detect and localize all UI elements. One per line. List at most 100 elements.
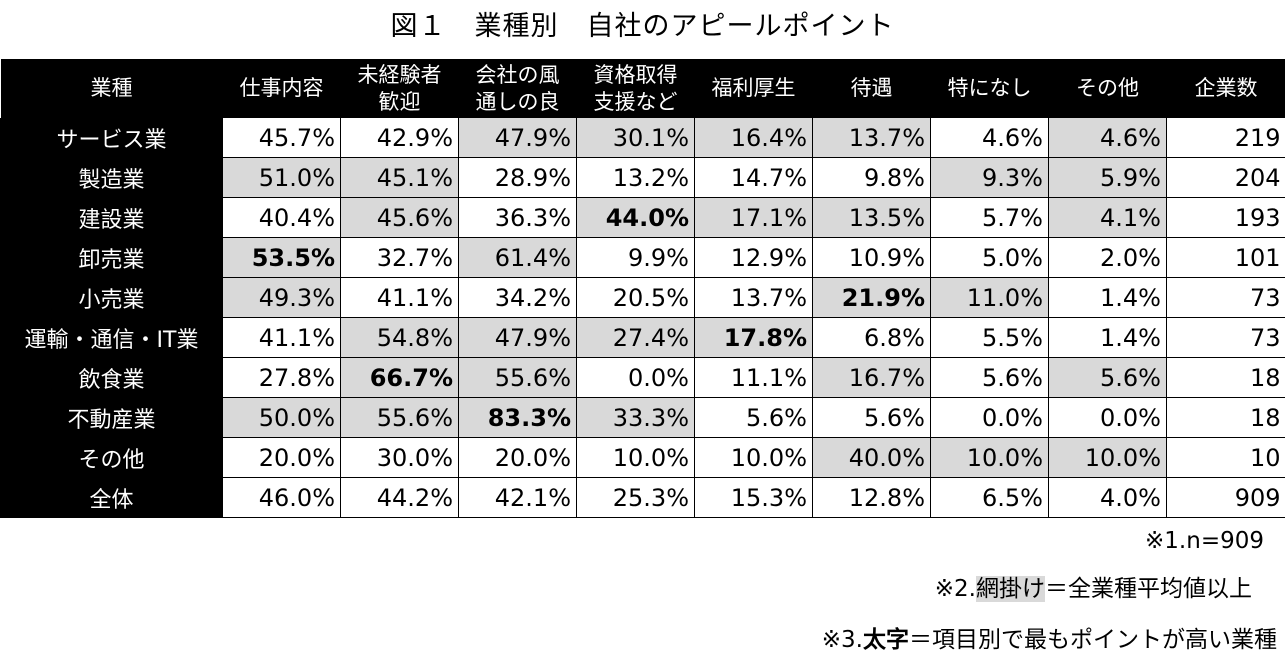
percentage-cell: 49.3% (222, 277, 341, 318)
percentage-cell: 16.7% (812, 357, 931, 398)
percentage-cell: 61.4% (458, 237, 577, 278)
company-count-cell: 10 (1166, 437, 1285, 478)
percentage-cell: 32.7% (340, 237, 459, 278)
company-count-cell: 204 (1166, 157, 1285, 198)
row-label-industry: 飲食業 (0, 357, 223, 398)
percentage-cell: 12.8% (812, 477, 931, 518)
note-bold-text: ＝項目別で最もポイントが高い業種 (909, 627, 1277, 653)
percentage-cell: 6.5% (930, 477, 1049, 518)
percentage-cell: 30.0% (340, 437, 459, 478)
note-shading-prefix: ※2. (934, 576, 976, 602)
percentage-cell: 5.6% (930, 357, 1049, 398)
percentage-cell: 47.9% (458, 317, 577, 358)
percentage-cell: 14.7% (694, 157, 813, 198)
percentage-cell: 20.0% (222, 437, 341, 478)
appeal-points-table: 業種 仕事内容 未経験者 歓迎 会社の風 通しの良 資格取得 支援など 福利厚生… (0, 59, 1285, 518)
row-label-industry: 運輸・通信・IT業 (0, 317, 223, 358)
percentage-cell: 34.2% (458, 277, 577, 318)
table-row: 全体 46.0% 44.2% 42.1% 25.3% 15.3% 12.8% 6.5% 4.0%… (0, 477, 1285, 518)
percentage-cell: 2.0% (1048, 237, 1167, 278)
percentage-cell: 6.8% (812, 317, 931, 358)
percentage-cell: 5.0% (930, 237, 1049, 278)
row-label-industry: 不動産業 (0, 397, 223, 438)
percentage-cell: 47.9% (458, 118, 577, 158)
percentage-cell: 83.3% (458, 397, 577, 438)
row-label-industry: 小売業 (0, 277, 223, 318)
percentage-cell: 10.0% (694, 437, 813, 478)
percentage-cell: 12.9% (694, 237, 813, 278)
percentage-cell: 20.5% (576, 277, 695, 318)
percentage-cell: 0.0% (930, 397, 1049, 438)
column-header-job-content: 仕事内容 (222, 59, 341, 118)
percentage-cell: 53.5% (222, 237, 341, 278)
table-row: 運輸・通信・IT業 41.1% 54.8% 47.9% 27.4% 17.8% 6.8% 5.… (0, 317, 1285, 358)
percentage-cell: 16.4% (694, 118, 813, 158)
note-bold-prefix: ※3. (821, 627, 863, 653)
percentage-cell: 13.5% (812, 197, 931, 238)
percentage-cell: 25.3% (576, 477, 695, 518)
company-count-cell: 18 (1166, 397, 1285, 438)
company-count-cell: 73 (1166, 277, 1285, 318)
percentage-cell: 41.1% (222, 317, 341, 358)
percentage-cell: 45.6% (340, 197, 459, 238)
row-label-industry: サービス業 (0, 118, 223, 158)
percentage-cell: 17.1% (694, 197, 813, 238)
percentage-cell: 5.6% (1048, 357, 1167, 398)
percentage-cell: 5.6% (694, 397, 813, 438)
row-label-industry: 卸売業 (0, 237, 223, 278)
table-body: サービス業 45.7% 42.9% 47.9% 30.1% 16.4% 13.7% 4.6% 4… (0, 118, 1285, 518)
percentage-cell: 17.8% (694, 317, 813, 358)
row-label-industry: その他 (0, 437, 223, 478)
note-bold-legend: ※3.太字＝項目別で最もポイントが高い業種 (822, 622, 1277, 658)
percentage-cell: 40.0% (812, 437, 931, 478)
column-header-inexperienced-welcome: 未経験者 歓迎 (340, 59, 459, 118)
table-header-row: 業種 仕事内容 未経験者 歓迎 会社の風 通しの良 資格取得 支援など 福利厚生… (0, 59, 1285, 118)
percentage-cell: 13.7% (694, 277, 813, 318)
percentage-cell: 5.9% (1048, 157, 1167, 198)
table-row: サービス業 45.7% 42.9% 47.9% 30.1% 16.4% 13.7% 4.6% 4… (0, 118, 1285, 158)
company-count-cell: 73 (1166, 317, 1285, 358)
percentage-cell: 46.0% (222, 477, 341, 518)
percentage-cell: 55.6% (340, 397, 459, 438)
table-row: 飲食業 27.8% 66.7% 55.6% 0.0% 11.1% 16.7% 5.6% 5.6%… (0, 357, 1285, 398)
column-header-welfare: 福利厚生 (694, 59, 813, 118)
percentage-cell: 10.9% (812, 237, 931, 278)
percentage-cell: 41.1% (340, 277, 459, 318)
percentage-cell: 20.0% (458, 437, 577, 478)
row-label-industry: 製造業 (0, 157, 223, 198)
percentage-cell: 27.8% (222, 357, 341, 398)
percentage-cell: 13.7% (812, 118, 931, 158)
percentage-cell: 54.8% (340, 317, 459, 358)
note-shading-legend: ※2.網掛け＝全業種平均値以上 (935, 571, 1252, 607)
note-shading-text: ＝全業種平均値以上 (1045, 576, 1252, 602)
percentage-cell: 9.8% (812, 157, 931, 198)
percentage-cell: 0.0% (576, 357, 695, 398)
percentage-cell: 9.3% (930, 157, 1049, 198)
company-count-cell: 909 (1166, 477, 1285, 518)
percentage-cell: 11.1% (694, 357, 813, 398)
percentage-cell: 21.9% (812, 277, 931, 318)
column-header-treatment: 待遇 (812, 59, 931, 118)
column-header-nothing-in-particular: 特になし (930, 59, 1049, 118)
percentage-cell: 9.9% (576, 237, 695, 278)
figure-title: 図１ 業種別 自社のアピールポイント (390, 11, 895, 42)
note-bold-sample: 太字 (863, 627, 909, 653)
percentage-cell: 55.6% (458, 357, 577, 398)
percentage-cell: 4.1% (1048, 197, 1167, 238)
company-count-cell: 18 (1166, 357, 1285, 398)
percentage-cell: 42.1% (458, 477, 577, 518)
percentage-cell: 5.6% (812, 397, 931, 438)
percentage-cell: 13.2% (576, 157, 695, 198)
percentage-cell: 4.6% (930, 118, 1049, 158)
percentage-cell: 36.3% (458, 197, 577, 238)
percentage-cell: 42.9% (340, 118, 459, 158)
column-header-other: その他 (1048, 59, 1167, 118)
percentage-cell: 51.0% (222, 157, 341, 198)
percentage-cell: 5.5% (930, 317, 1049, 358)
company-count-cell: 219 (1166, 118, 1285, 158)
percentage-cell: 28.9% (458, 157, 577, 198)
table-row: 建設業 40.4% 45.6% 36.3% 44.0% 17.1% 13.5% 5.7% 4.1… (0, 197, 1285, 238)
row-label-industry: 全体 (0, 477, 223, 518)
table-row: その他 20.0% 30.0% 20.0% 10.0% 10.0% 40.0% 10.0% 10… (0, 437, 1285, 478)
percentage-cell: 4.6% (1048, 118, 1167, 158)
